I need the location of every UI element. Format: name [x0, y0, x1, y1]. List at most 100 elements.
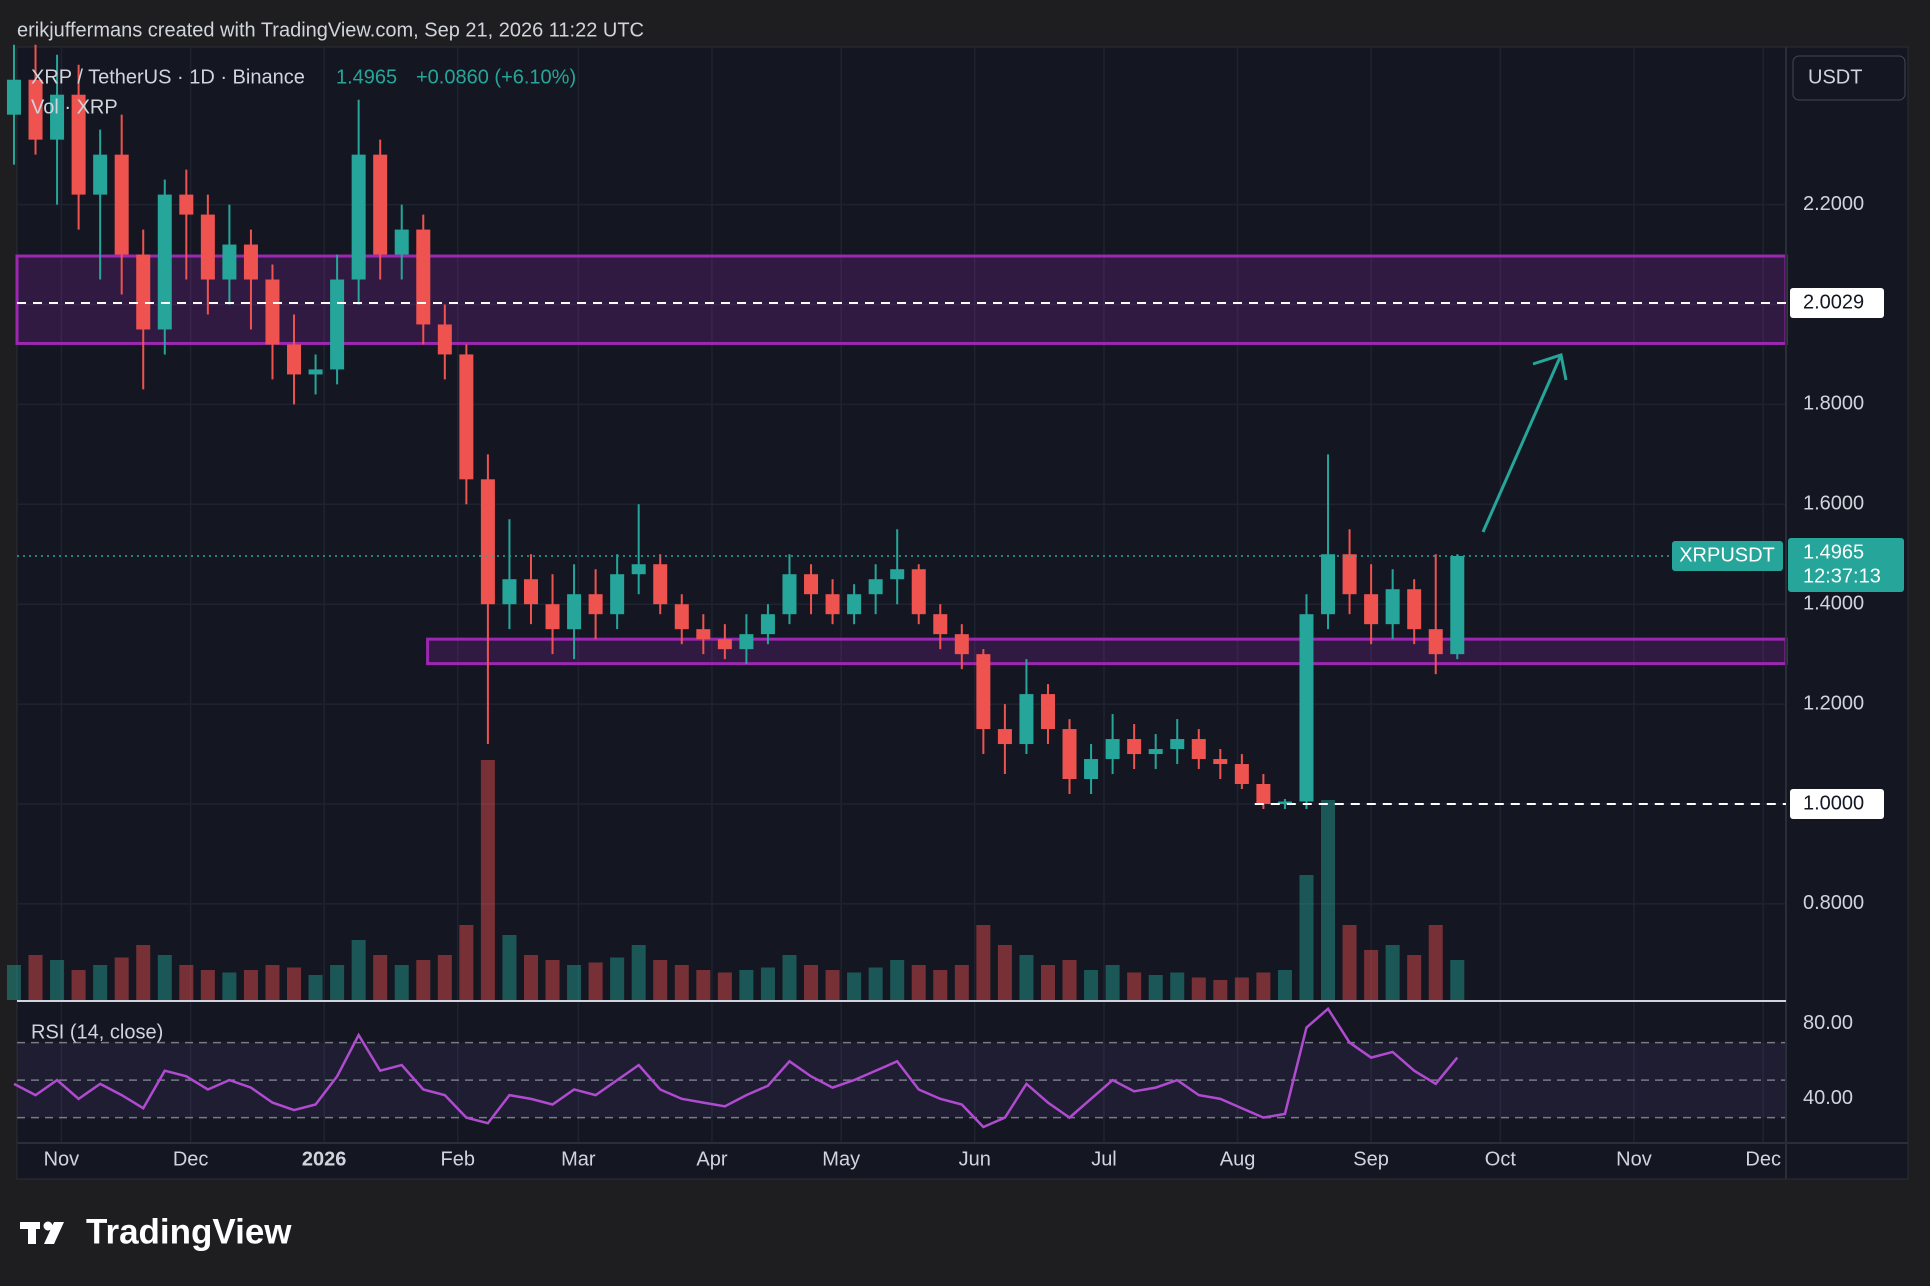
volume-bar: [1084, 970, 1099, 1000]
x-tick-label: 2026: [302, 1148, 347, 1170]
candle-body: [1105, 739, 1120, 760]
volume-bar: [28, 955, 43, 1000]
x-tick-label: Feb: [441, 1148, 475, 1170]
volume-bar: [1019, 955, 1034, 1000]
volume-bar: [1040, 965, 1055, 1000]
volume-bar: [6, 965, 21, 1000]
x-tick-label: Jul: [1091, 1148, 1117, 1170]
volume-bar: [287, 967, 302, 1000]
candle-body: [1321, 554, 1336, 615]
volume-bar: [674, 965, 689, 1000]
volume-bar: [1148, 975, 1163, 1000]
last-price-label: 1.4965: [1803, 541, 1864, 563]
candle-body: [523, 579, 538, 605]
candle-body: [200, 214, 215, 280]
volume-bar: [760, 967, 775, 1000]
candle-body: [954, 634, 969, 655]
volume-bar: [1170, 972, 1185, 1000]
volume-bar: [136, 945, 151, 1000]
candle-body: [1277, 801, 1292, 804]
volume-bar: [653, 960, 668, 1000]
volume-bar: [890, 960, 905, 1000]
grid: Nov Dec 2026 Feb Mar Apr May Jun Jul Aug Sep Oct Nov…: [17, 47, 1864, 1170]
currency-button[interactable]: USDT: [1792, 55, 1906, 101]
y-tick-label: 1.8000: [1803, 393, 1864, 415]
candle-body: [696, 629, 711, 640]
legend: XRP / TetherUS · 1D · Binance 1.4965 +0.…: [31, 66, 576, 1043]
volume-bar: [696, 970, 711, 1000]
last-price-tag: [1788, 537, 1904, 592]
y-tick-label: 1.2000: [1803, 692, 1864, 714]
volume-bar: [1256, 972, 1271, 1000]
x-tick-label: May: [822, 1148, 860, 1170]
volume-bar: [523, 955, 538, 1000]
price-line-tag: [1790, 288, 1884, 319]
volume-bar: [179, 965, 194, 1000]
candle-body: [1385, 589, 1400, 625]
y-tick-label: 1.6000: [1803, 493, 1864, 515]
candle-body: [394, 229, 409, 255]
candle-body: [287, 344, 302, 375]
candle-body: [1234, 764, 1249, 785]
currency-button-label[interactable]: USDT: [1808, 66, 1862, 88]
header-credit: erikjuffermans created with TradingView.…: [17, 19, 644, 41]
candle-body: [567, 594, 582, 630]
volume-bar: [1364, 950, 1379, 1000]
volume-bar: [1428, 925, 1443, 1000]
candle-body: [653, 564, 668, 605]
x-tick-label: Jun: [959, 1148, 991, 1170]
candle-body: [1062, 729, 1077, 780]
volume-bar: [868, 967, 883, 1000]
price-line-label: 1.0000: [1803, 792, 1864, 814]
volume-bar: [502, 935, 517, 1000]
legend-symbol: XRP / TetherUS · 1D · Binance: [31, 66, 305, 88]
candle-body: [330, 279, 345, 370]
volume-bar: [631, 945, 646, 1000]
candle-body: [868, 579, 883, 595]
candle-body: [997, 729, 1012, 745]
volume-bar: [804, 965, 819, 1000]
candle-body: [545, 604, 560, 630]
volume-bar: [933, 970, 948, 1000]
volume-bar: [480, 760, 495, 1000]
candle-body: [588, 594, 603, 615]
price-line-tag: [1790, 788, 1884, 819]
candle-body: [1170, 739, 1185, 750]
x-tick-label: Apr: [696, 1148, 727, 1170]
y-tick-label: 2.2000: [1803, 193, 1864, 215]
volume-label: Vol · XRP: [31, 96, 118, 118]
volume-bar: [1213, 980, 1228, 1000]
volume-bar: [308, 975, 323, 1000]
volume-bar: [1407, 955, 1422, 1000]
forecast-arrow: [1481, 353, 1568, 533]
volume-bar: [1105, 965, 1120, 1000]
candle-body: [610, 574, 625, 615]
volume-bar: [545, 960, 560, 1000]
candle-body: [157, 194, 172, 330]
candle-body: [1084, 759, 1099, 780]
y-tick-label: 0.8000: [1803, 892, 1864, 914]
candle-body: [717, 639, 732, 650]
y-tick-label: 1.4000: [1803, 592, 1864, 614]
arrow-head: [1532, 353, 1568, 381]
logo-dot: [43, 1221, 53, 1231]
rsi-label: RSI (14, close): [31, 1021, 163, 1043]
candle-body: [351, 154, 366, 280]
arrow-shaft: [1481, 354, 1563, 533]
volume-bar: [373, 955, 388, 1000]
candle-body: [373, 154, 388, 255]
volume-bar: [351, 940, 366, 1000]
candle-body: [1019, 694, 1034, 745]
currency-button-box[interactable]: [1792, 55, 1906, 101]
volume-bar: [588, 962, 603, 1000]
volume-bar: [1342, 925, 1357, 1000]
volume-bar: [416, 960, 431, 1000]
candle-body: [459, 354, 474, 480]
candle-body: [93, 154, 108, 195]
volume-bar: [1450, 960, 1465, 1000]
volume-bar: [114, 957, 129, 1000]
candle-body: [1213, 759, 1228, 765]
